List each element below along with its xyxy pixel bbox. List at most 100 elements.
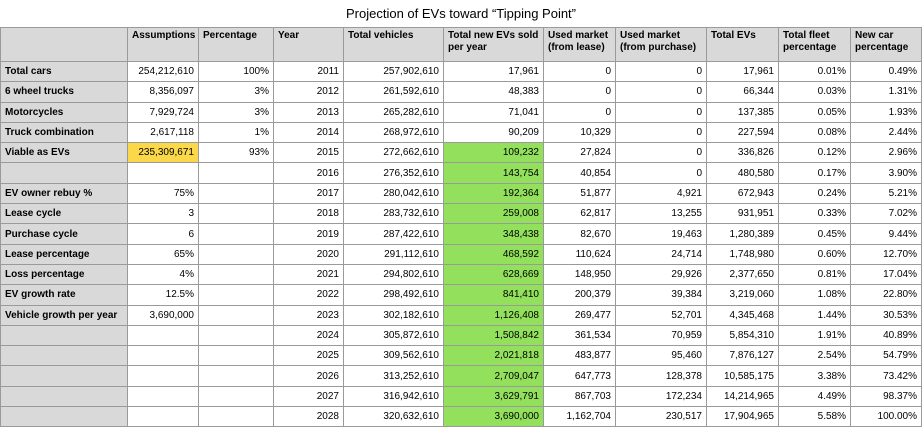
table-cell [127,324,199,347]
table-cell: 309,562,610 [343,345,444,367]
table-cell [198,243,274,265]
table-cell: 73.42% [850,365,922,387]
table-cell: 230,517 [615,406,707,427]
table-cell: 0 [543,60,616,83]
table-cell: 0 [615,121,707,144]
table-cell: 287,422,610 [343,223,444,245]
table-cell: 3,690,000 [127,304,199,326]
table-cell: 4.49% [778,385,851,408]
table-cell: 316,942,610 [343,385,444,408]
header-cell: Total new EVs sold per year [443,27,544,62]
table-cell: 66,344 [706,81,779,103]
table-row: Truck combination 2,617,118 1% 2014 268,972,… [0,121,922,144]
table-row: EV owner rebuy % 75% 2017 280,042,610 192,36… [0,182,922,205]
table-row: EV growth rate 12.5% 2022 298,492,610 841,41… [0,284,922,306]
table-cell: 128,378 [615,365,707,387]
table-cell [198,385,274,408]
table-cell [0,406,128,427]
table-cell: Lease cycle [0,203,128,225]
table-cell: Vehicle growth per year [0,304,128,326]
table-cell: 192,364 [443,182,544,205]
table-cell [0,345,128,367]
table-cell: 0.45% [778,223,851,245]
table-cell: 931,951 [706,203,779,225]
table-cell: 52,701 [615,304,707,326]
table-cell: 1,280,389 [706,223,779,245]
table-cell: 257,902,610 [343,60,444,83]
table-cell [198,263,274,286]
table-cell: 0 [615,101,707,123]
table-cell: 19,463 [615,223,707,245]
table-cell: 3.38% [778,365,851,387]
table-cell: 0.05% [778,101,851,123]
table-cell: 100% [198,60,274,83]
table-row: Lease percentage 65% 2020 291,112,610 468,59… [0,243,922,265]
table-cell: 6 wheel trucks [0,81,128,103]
table-cell: 2014 [273,121,344,144]
table-cell: 2025 [273,345,344,367]
table-cell: 98.37% [850,385,922,408]
table-cell: 110,624 [543,243,616,265]
table-row: 2027 316,942,610 3,629,791 867,703 172,234 14… [0,385,922,408]
table-cell: 2020 [273,243,344,265]
table-cell: 3% [198,101,274,123]
header-cell: Used market (from purchase) [615,27,707,62]
table-cell: 13,255 [615,203,707,225]
table-cell: 268,972,610 [343,121,444,144]
table-cell: 0 [615,81,707,103]
table-cell: Total cars [0,60,128,83]
table-cell: 48,383 [443,81,544,103]
table-cell: 7,876,127 [706,345,779,367]
table-cell [127,385,199,408]
table-cell: Truck combination [0,121,128,144]
table-cell: 1,162,704 [543,406,616,427]
table-cell: 12.5% [127,284,199,306]
table-cell: 12.70% [850,243,922,265]
table-cell: 280,042,610 [343,182,444,205]
table-cell: 261,592,610 [343,81,444,103]
table-cell: 0.33% [778,203,851,225]
header-cell: Total vehicles [343,27,444,62]
table-cell: 867,703 [543,385,616,408]
table-cell: 3,629,791 [443,385,544,408]
table-cell: 3 [127,203,199,225]
table-cell [198,365,274,387]
table-cell: 17,961 [443,60,544,83]
table-cell: 6 [127,223,199,245]
table-cell: 1.44% [778,304,851,326]
table-cell: 148,950 [543,263,616,286]
table-cell: 7.02% [850,203,922,225]
table-cell: 2011 [273,60,344,83]
table-cell: 841,410 [443,284,544,306]
table-cell: 2017 [273,182,344,205]
table-cell: 0.60% [778,243,851,265]
header-row: Assumptions Percentage Year Total vehicles T… [0,27,922,62]
header-cell: New car percentage [850,27,922,62]
table-cell [198,162,274,184]
table-cell: 14,214,965 [706,385,779,408]
table-cell: 2018 [273,203,344,225]
table-cell: 305,872,610 [343,324,444,347]
table-cell: 1,748,980 [706,243,779,265]
table-cell [127,162,199,184]
table-cell: 5.58% [778,406,851,427]
table-cell: 2022 [273,284,344,306]
table-cell: 137,385 [706,101,779,123]
table-cell: 0.12% [778,142,851,164]
table-cell: 3.90% [850,162,922,184]
table-cell: 0.81% [778,263,851,286]
table-cell: 0 [543,101,616,123]
table-cell: 2012 [273,81,344,103]
header-cell: Total EVs [706,27,779,62]
table-cell: 235,309,671 [127,142,199,164]
table-cell: 2,709,047 [443,365,544,387]
table-cell: 30.53% [850,304,922,326]
table-cell: 336,826 [706,142,779,164]
table-cell: 29,926 [615,263,707,286]
table-cell: 5.21% [850,182,922,205]
table-cell: 2024 [273,324,344,347]
table-cell [198,223,274,245]
table-cell: Motorcycles [0,101,128,123]
table-cell: 2.96% [850,142,922,164]
